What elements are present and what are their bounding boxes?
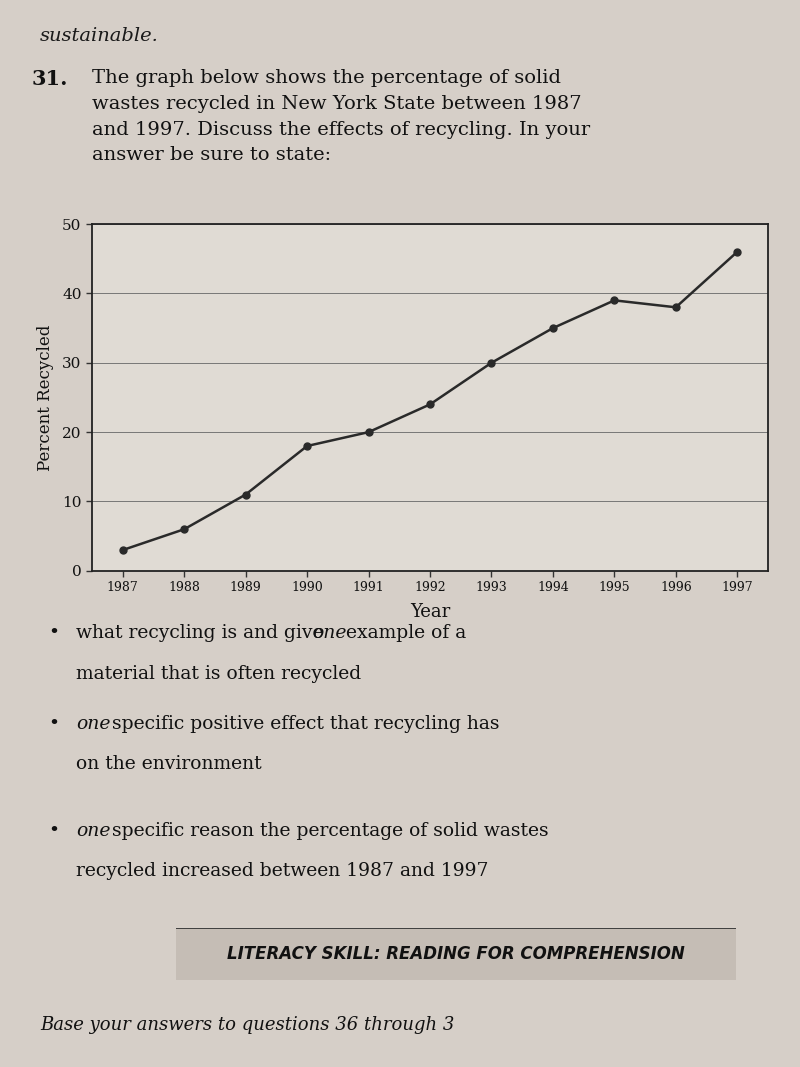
Text: specific reason the percentage of solid wastes: specific reason the percentage of solid … <box>106 822 548 840</box>
Text: •: • <box>48 715 59 733</box>
X-axis label: Year: Year <box>410 603 450 621</box>
Text: recycled increased between 1987 and 1997: recycled increased between 1987 and 1997 <box>76 862 489 880</box>
Text: what recycling is and give: what recycling is and give <box>76 624 330 642</box>
Text: material that is often recycled: material that is often recycled <box>76 665 361 683</box>
Text: one: one <box>312 624 346 642</box>
Text: Base your answers to questions 36 through 3: Base your answers to questions 36 throug… <box>40 1016 454 1034</box>
Text: •: • <box>48 624 59 642</box>
Text: specific positive effect that recycling has: specific positive effect that recycling … <box>106 715 499 733</box>
Text: LITERACY SKILL: READING FOR COMPREHENSION: LITERACY SKILL: READING FOR COMPREHENSIO… <box>227 945 685 962</box>
Text: sustainable.: sustainable. <box>40 27 159 45</box>
FancyBboxPatch shape <box>165 927 747 981</box>
Text: one: one <box>76 822 110 840</box>
Text: on the environment: on the environment <box>76 755 262 774</box>
Text: one: one <box>76 715 110 733</box>
Y-axis label: Percent Recycled: Percent Recycled <box>37 324 54 471</box>
Text: The graph below shows the percentage of solid
wastes recycled in New York State : The graph below shows the percentage of … <box>92 69 590 164</box>
Text: •: • <box>48 822 59 840</box>
Text: example of a: example of a <box>340 624 466 642</box>
Text: 31.: 31. <box>32 69 69 90</box>
